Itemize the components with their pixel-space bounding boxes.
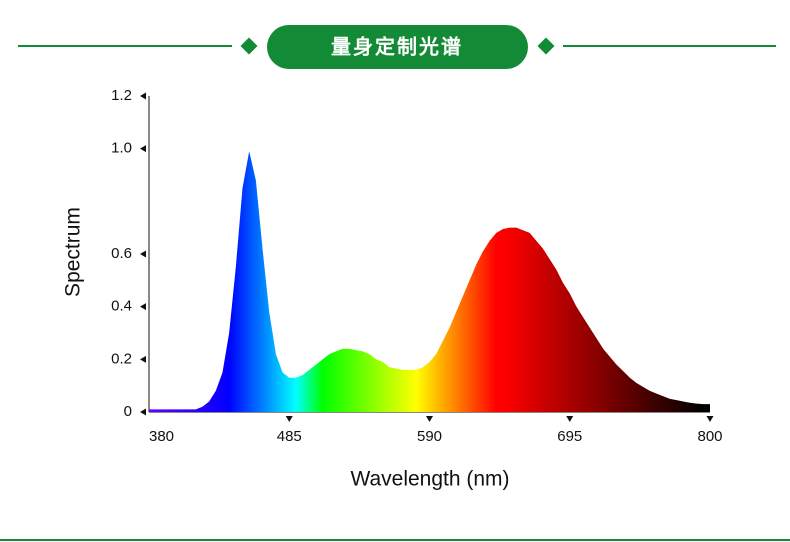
y-tick-label: 0.6	[111, 245, 132, 262]
y-tick	[140, 250, 146, 258]
x-tick	[706, 416, 714, 422]
y-tick	[140, 92, 146, 100]
y-tick-label: 0.4	[111, 298, 132, 315]
x-tick-label: 485	[277, 428, 302, 445]
x-axis-label: Wavelength (nm)	[350, 468, 509, 491]
x-tick-label: 800	[697, 428, 722, 445]
x-tick-label: 380	[149, 428, 174, 445]
y-tick-label: 1.0	[111, 140, 132, 157]
title-pill	[267, 25, 528, 69]
x-tick	[426, 416, 433, 422]
page-title: 量身定制光谱	[331, 34, 463, 58]
y-tick-label: 1.2	[111, 87, 132, 104]
x-tick	[285, 416, 293, 422]
x-tick	[566, 416, 574, 422]
y-tick-label: 0	[124, 403, 132, 420]
y-axis-label: Spectrum	[62, 207, 85, 297]
spectrum-area	[149, 151, 710, 413]
y-tick	[140, 408, 146, 416]
diamond	[240, 37, 258, 55]
x-tick-label: 590	[417, 428, 442, 445]
y-tick	[140, 145, 146, 153]
y-tick	[140, 355, 146, 363]
y-tick-label: 0.2	[111, 350, 132, 367]
x-tick-label: 695	[557, 428, 582, 445]
diamond	[537, 37, 555, 55]
y-tick	[140, 303, 146, 311]
